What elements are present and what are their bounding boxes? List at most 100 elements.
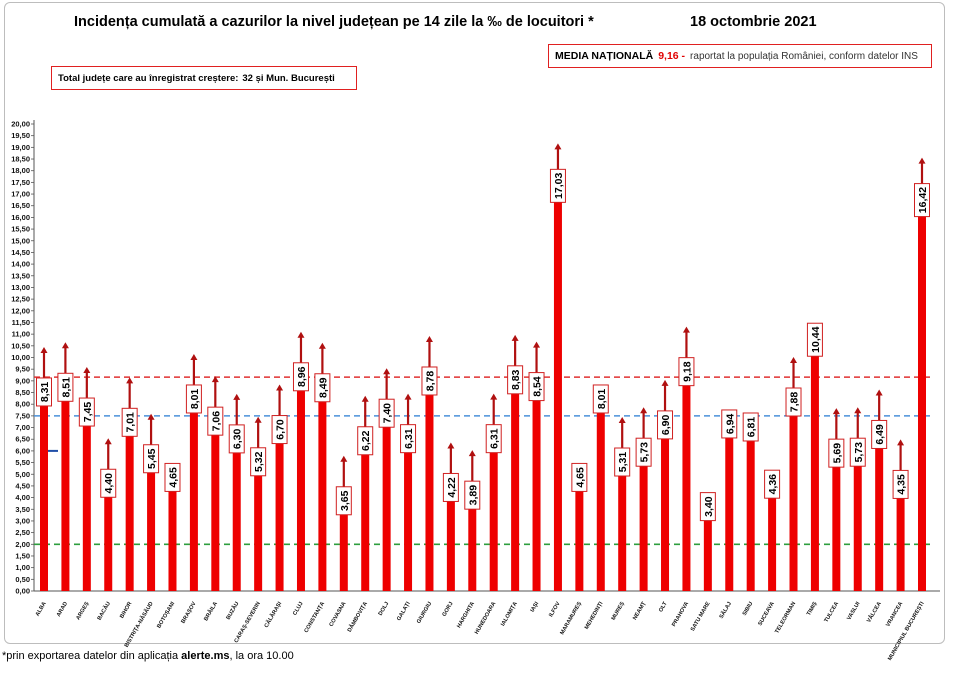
category-label: GIURGIU <box>416 601 433 625</box>
bar <box>896 489 905 591</box>
bar-value-label-box <box>849 437 866 467</box>
category-label: SATU MARE <box>690 601 712 633</box>
y-tick-label: 1,50 <box>15 551 30 560</box>
bar-value-label: 6,31 <box>403 428 415 449</box>
y-tick-label: 11,00 <box>12 330 30 339</box>
bar-value-label: 6,22 <box>360 430 372 451</box>
increase-arrow-head <box>40 346 48 353</box>
bar-value-label-group: 8,96 <box>292 362 309 392</box>
increase-count-value: 32 și Mun. București <box>242 72 335 84</box>
bar-value-label-group: 6,49 <box>871 419 888 449</box>
increase-arrow-head <box>233 393 241 400</box>
category-label: ARGEȘ <box>75 601 90 621</box>
bar-value-label: 6,31 <box>489 428 501 449</box>
bar-value-label: 3,65 <box>339 490 351 511</box>
category-label: ILFOV <box>548 601 562 618</box>
category-label: DOLJ <box>378 601 391 617</box>
bar-value-label-group: 4,36 <box>764 469 781 499</box>
increase-arrow-head <box>640 407 648 414</box>
y-tick-label: 4,50 <box>15 481 30 490</box>
increase-arrow-head <box>854 407 862 414</box>
bar <box>361 445 370 591</box>
y-tick-label: 13,50 <box>11 271 30 280</box>
bar-value-label: 7,88 <box>789 392 801 413</box>
national-average-value: 9,16 - <box>658 50 686 62</box>
bar-value-label-box <box>485 424 502 454</box>
chart-title: Incidența cumulată a cazurilor la nivel … <box>74 14 594 30</box>
bar-value-label: 6,81 <box>746 417 758 438</box>
category-label: TULCEA <box>824 601 841 624</box>
y-tick-label: 5,50 <box>15 458 30 467</box>
y-tick-label: 7,00 <box>15 423 30 432</box>
increase-arrow-head <box>404 393 412 400</box>
increase-arrow-head <box>83 367 91 374</box>
bar-value-label-group: 16,42 <box>914 183 930 218</box>
bar-value-label: 5,69 <box>831 443 843 464</box>
bar <box>404 443 413 591</box>
bar-value-label-group: 6,31 <box>485 424 502 454</box>
increase-arrow-head <box>297 331 305 338</box>
bar-value-label-group: 4,65 <box>164 462 181 492</box>
bar-value-label-group: 10,44 <box>806 322 823 357</box>
bar <box>125 427 134 591</box>
category-label: SIBIU <box>742 601 755 617</box>
y-tick-label: 0,00 <box>15 587 30 596</box>
bar-value-label-group: 5,73 <box>849 437 866 467</box>
bar-value-label: 6,30 <box>232 429 244 450</box>
increase-arrow-head <box>126 377 134 384</box>
bar <box>553 193 562 592</box>
category-label: TELEORMAN <box>774 601 797 635</box>
bar-value-label-group: 17,03 <box>549 168 566 203</box>
increase-arrow-head <box>340 455 348 462</box>
y-tick-label: 10,50 <box>11 341 30 350</box>
increase-arrow-head <box>790 357 798 364</box>
footer-note: *prin exportarea datelor din aplicația a… <box>2 650 294 662</box>
bar-value-label: 4,35 <box>896 474 908 495</box>
bar-value-label-box <box>78 397 95 427</box>
y-tick-label: 15,50 <box>11 225 30 234</box>
category-label: ARAD <box>56 601 69 618</box>
bar-value-label-group: 8,78 <box>421 366 438 396</box>
y-tick-label: 14,50 <box>11 248 30 257</box>
increase-arrow-head <box>211 376 219 383</box>
bar-value-label: 4,65 <box>574 467 586 488</box>
y-tick-label: 1,00 <box>15 563 30 572</box>
bar-value-label-box <box>250 447 267 477</box>
bar <box>853 457 862 591</box>
category-label: CĂLĂRAȘI <box>263 600 284 629</box>
y-tick-label: 15,00 <box>11 236 30 245</box>
bar-value-label-box <box>378 398 395 428</box>
category-label: CLUJ <box>292 601 305 617</box>
bar <box>446 492 455 591</box>
bar-value-label-box <box>528 372 545 402</box>
bar-value-label-box <box>571 462 588 492</box>
bar-value-label: 8,01 <box>596 389 608 410</box>
y-tick-label: 2,00 <box>15 540 30 549</box>
bar-value-label: 4,22 <box>446 477 458 498</box>
increase-arrow-head <box>533 341 541 348</box>
bar-value-label-box <box>657 410 674 440</box>
increase-arrow-head <box>682 326 690 333</box>
increase-arrow-head <box>918 157 926 164</box>
bar-value-label-group: 7,01 <box>121 407 138 437</box>
bar <box>682 376 691 591</box>
bar <box>661 429 670 591</box>
y-tick-label: 4,00 <box>15 493 30 502</box>
bar <box>254 466 263 591</box>
increase-count-box: Total județe care au înregistrat creșter… <box>51 66 357 90</box>
bar-value-label: 8,78 <box>424 371 436 392</box>
bar-value-label-group: 8,01 <box>592 384 609 414</box>
bar-value-label-box <box>592 384 609 414</box>
bar-value-label: 10,44 <box>810 326 822 352</box>
category-label: VASLUI <box>846 601 861 622</box>
bar-value-label-group: 3,40 <box>699 492 716 522</box>
bar-value-label-group: 6,90 <box>657 410 674 440</box>
increase-arrow-head <box>447 442 455 449</box>
category-label: CONSTANȚA <box>304 601 327 634</box>
bar-value-label-box <box>335 486 352 516</box>
y-tick-label: 2,50 <box>15 528 30 537</box>
bar <box>168 482 177 591</box>
bar-value-label-box <box>121 407 138 437</box>
national-average-box: MEDIA NAȚIONALĂ 9,16 - raportat la popul… <box>548 44 932 68</box>
bar-value-label: 7,01 <box>125 412 137 433</box>
